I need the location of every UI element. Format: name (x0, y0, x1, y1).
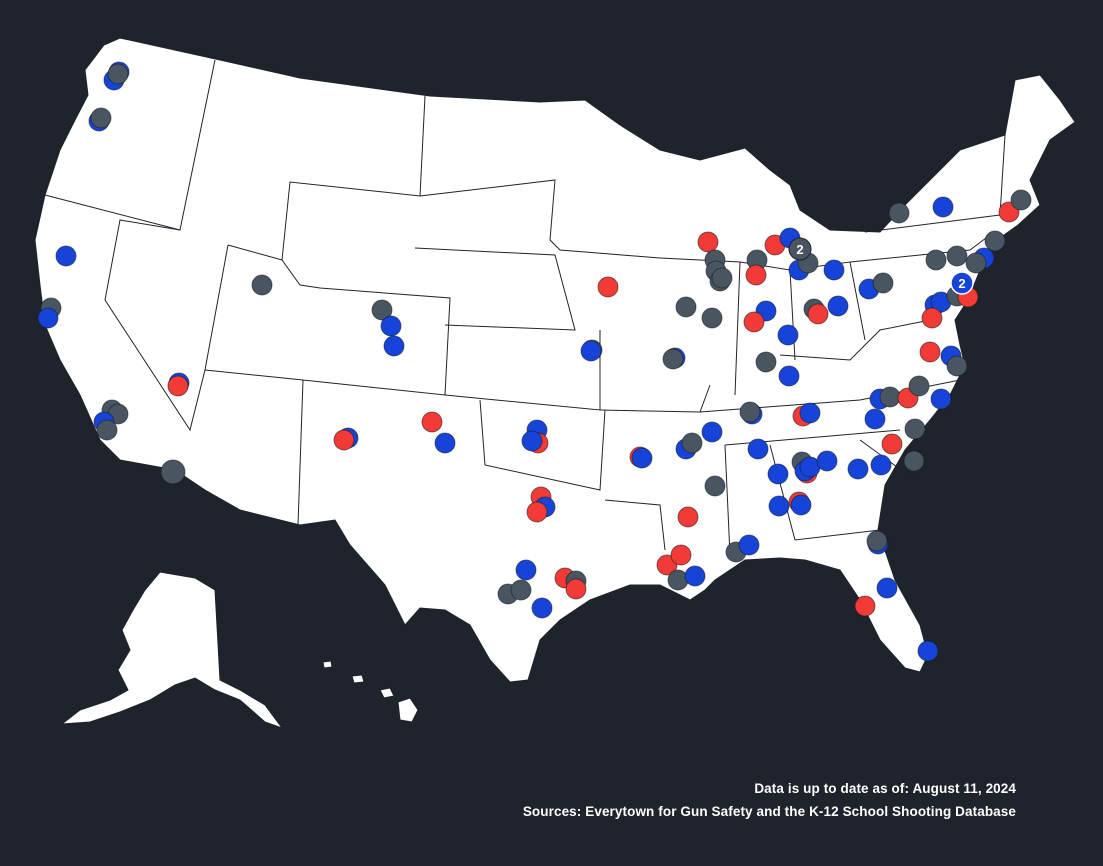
us-states-land (34, 37, 1076, 730)
shooting-marker[interactable] (946, 355, 968, 377)
shooting-marker[interactable] (847, 458, 869, 480)
shooting-marker[interactable] (515, 559, 537, 581)
cluster-count: 2 (958, 276, 965, 291)
shooting-marker[interactable] (921, 307, 943, 329)
shooting-marker[interactable] (738, 534, 760, 556)
shooting-marker[interactable] (768, 495, 790, 517)
shooting-markers (37, 61, 1032, 662)
data-updated-note: Data is up to date as of: August 11, 202… (754, 781, 1016, 796)
shooting-marker[interactable] (371, 299, 393, 321)
shooting-marker[interactable] (670, 544, 692, 566)
shooting-marker[interactable] (531, 597, 553, 619)
hawaii-kauai (322, 660, 333, 669)
shooting-marker[interactable] (383, 335, 405, 357)
shooting-marker[interactable] (662, 348, 684, 370)
shooting-marker[interactable] (160, 459, 186, 485)
shooting-marker[interactable] (684, 565, 706, 587)
shooting-marker[interactable] (879, 386, 901, 408)
shooting-marker[interactable] (704, 475, 726, 497)
shooting-marker[interactable] (827, 295, 849, 317)
cluster-count: 2 (796, 242, 803, 257)
hawaii-big-island (397, 697, 419, 723)
shooting-marker[interactable] (866, 530, 888, 552)
shooting-marker[interactable] (90, 107, 112, 129)
contiguous-us-shape (34, 37, 1076, 683)
shooting-marker[interactable] (864, 408, 886, 430)
shooting-marker[interactable] (565, 578, 587, 600)
shooting-marker[interactable] (677, 506, 699, 528)
shooting-marker[interactable] (380, 315, 402, 337)
cluster-markers: 2 2 (788, 237, 974, 295)
shooting-marker[interactable] (701, 307, 723, 329)
shooting-marker[interactable] (799, 402, 821, 424)
shooting-marker[interactable] (946, 245, 968, 267)
shooting-marker[interactable] (681, 432, 703, 454)
shooting-marker[interactable] (755, 351, 777, 373)
shooting-marker[interactable] (876, 577, 898, 599)
shooting-marker[interactable] (908, 375, 930, 397)
shooting-marker[interactable] (807, 303, 829, 325)
shooting-marker[interactable] (701, 421, 723, 443)
shooting-marker[interactable] (790, 494, 812, 516)
hawaii-maui (379, 687, 395, 699)
shooting-marker[interactable] (597, 276, 619, 298)
shooting-marker[interactable] (510, 579, 532, 601)
shooting-marker[interactable] (333, 429, 355, 451)
alaska-shape (60, 571, 284, 730)
shooting-marker[interactable] (984, 230, 1006, 252)
shooting-marker[interactable] (778, 365, 800, 387)
shooting-marker[interactable] (521, 430, 543, 452)
shooting-marker[interactable] (903, 450, 925, 472)
shooting-marker[interactable] (167, 375, 189, 397)
shooting-marker[interactable] (675, 296, 697, 318)
cluster-marker[interactable]: 2 (788, 237, 812, 261)
cluster-marker[interactable]: 2 (950, 271, 974, 295)
shooting-marker[interactable] (925, 249, 947, 271)
shooting-marker[interactable] (697, 231, 719, 253)
hawaii-oahu (351, 674, 365, 684)
shooting-marker[interactable] (881, 433, 903, 455)
shooting-marker[interactable] (55, 245, 77, 267)
shooting-marker[interactable] (37, 307, 59, 329)
shooting-marker[interactable] (107, 63, 129, 85)
shooting-marker[interactable] (777, 324, 799, 346)
shooting-marker[interactable] (965, 252, 987, 274)
shooting-marker[interactable] (251, 274, 273, 296)
shooting-marker[interactable] (930, 388, 952, 410)
shooting-marker[interactable] (767, 463, 789, 485)
shooting-marker[interactable] (904, 418, 926, 440)
shooting-marker[interactable] (919, 341, 941, 363)
shooting-marker[interactable] (888, 202, 910, 224)
shooting-marker[interactable] (745, 264, 767, 286)
shooting-marker[interactable] (711, 267, 733, 289)
shooting-marker[interactable] (96, 419, 118, 441)
sources-note: Sources: Everytown for Gun Safety and th… (522, 804, 1016, 819)
shooting-marker[interactable] (823, 259, 845, 281)
shooting-marker[interactable] (421, 411, 443, 433)
shooting-marker[interactable] (434, 432, 456, 454)
shooting-marker[interactable] (870, 454, 892, 476)
shooting-marker[interactable] (526, 501, 548, 523)
shooting-marker[interactable] (747, 438, 769, 460)
shooting-marker[interactable] (743, 311, 765, 333)
shooting-marker[interactable] (1010, 189, 1032, 211)
shooting-marker[interactable] (932, 196, 954, 218)
shooting-marker[interactable] (872, 272, 894, 294)
shooting-marker[interactable] (580, 340, 602, 362)
shooting-marker[interactable] (854, 595, 876, 617)
shooting-marker[interactable] (739, 401, 761, 423)
shooting-marker[interactable] (816, 450, 838, 472)
shooting-marker[interactable] (917, 640, 939, 662)
shooting-marker[interactable] (631, 447, 653, 469)
